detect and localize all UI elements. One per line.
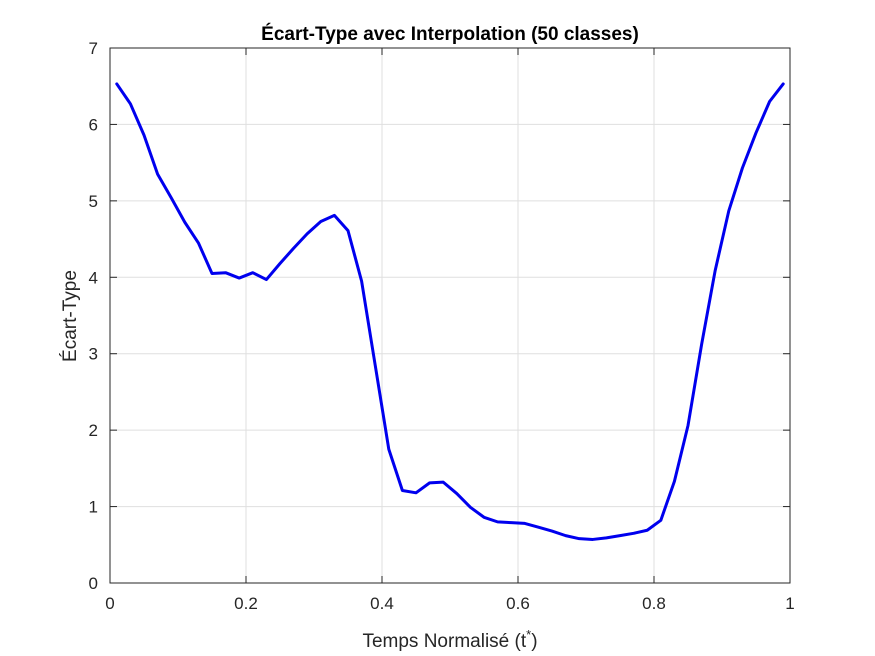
x-tick-label: 0.6	[506, 594, 530, 613]
y-tick-label: 5	[89, 192, 98, 211]
y-tick-label: 4	[89, 268, 98, 287]
ticks: 0 0.2 0.4 0.6 0.8 1 0 1 2 3 4 5 6 7	[89, 39, 795, 613]
plot-area	[109, 47, 791, 584]
series-line	[115, 82, 785, 541]
chart-title: Écart-Type avec Interpolation (50 classe…	[261, 23, 639, 45]
y-tick-label: 6	[89, 115, 98, 134]
x-tick-label: 0.8	[642, 594, 666, 613]
grid	[109, 47, 791, 584]
y-axis-label: Écart-Type	[60, 270, 81, 362]
x-tick-label: 1	[785, 594, 794, 613]
x-tick-label: 0.4	[370, 594, 394, 613]
series	[115, 82, 785, 541]
x-axis-label-main: Temps Normalisé (t	[362, 631, 526, 652]
x-tick-label: 0	[105, 594, 114, 613]
x-tick-label: 0.2	[234, 594, 258, 613]
x-axis-label-close: )	[531, 631, 537, 652]
x-axis-label: Temps Normalisé (t*)	[362, 627, 537, 652]
y-tick-label: 0	[89, 574, 98, 593]
y-tick-label: 2	[89, 421, 98, 440]
y-tick-label: 7	[89, 39, 98, 58]
y-tick-label: 3	[89, 345, 98, 364]
x-axis-label-superscript: *	[526, 627, 531, 642]
y-tick-label: 1	[89, 498, 98, 517]
